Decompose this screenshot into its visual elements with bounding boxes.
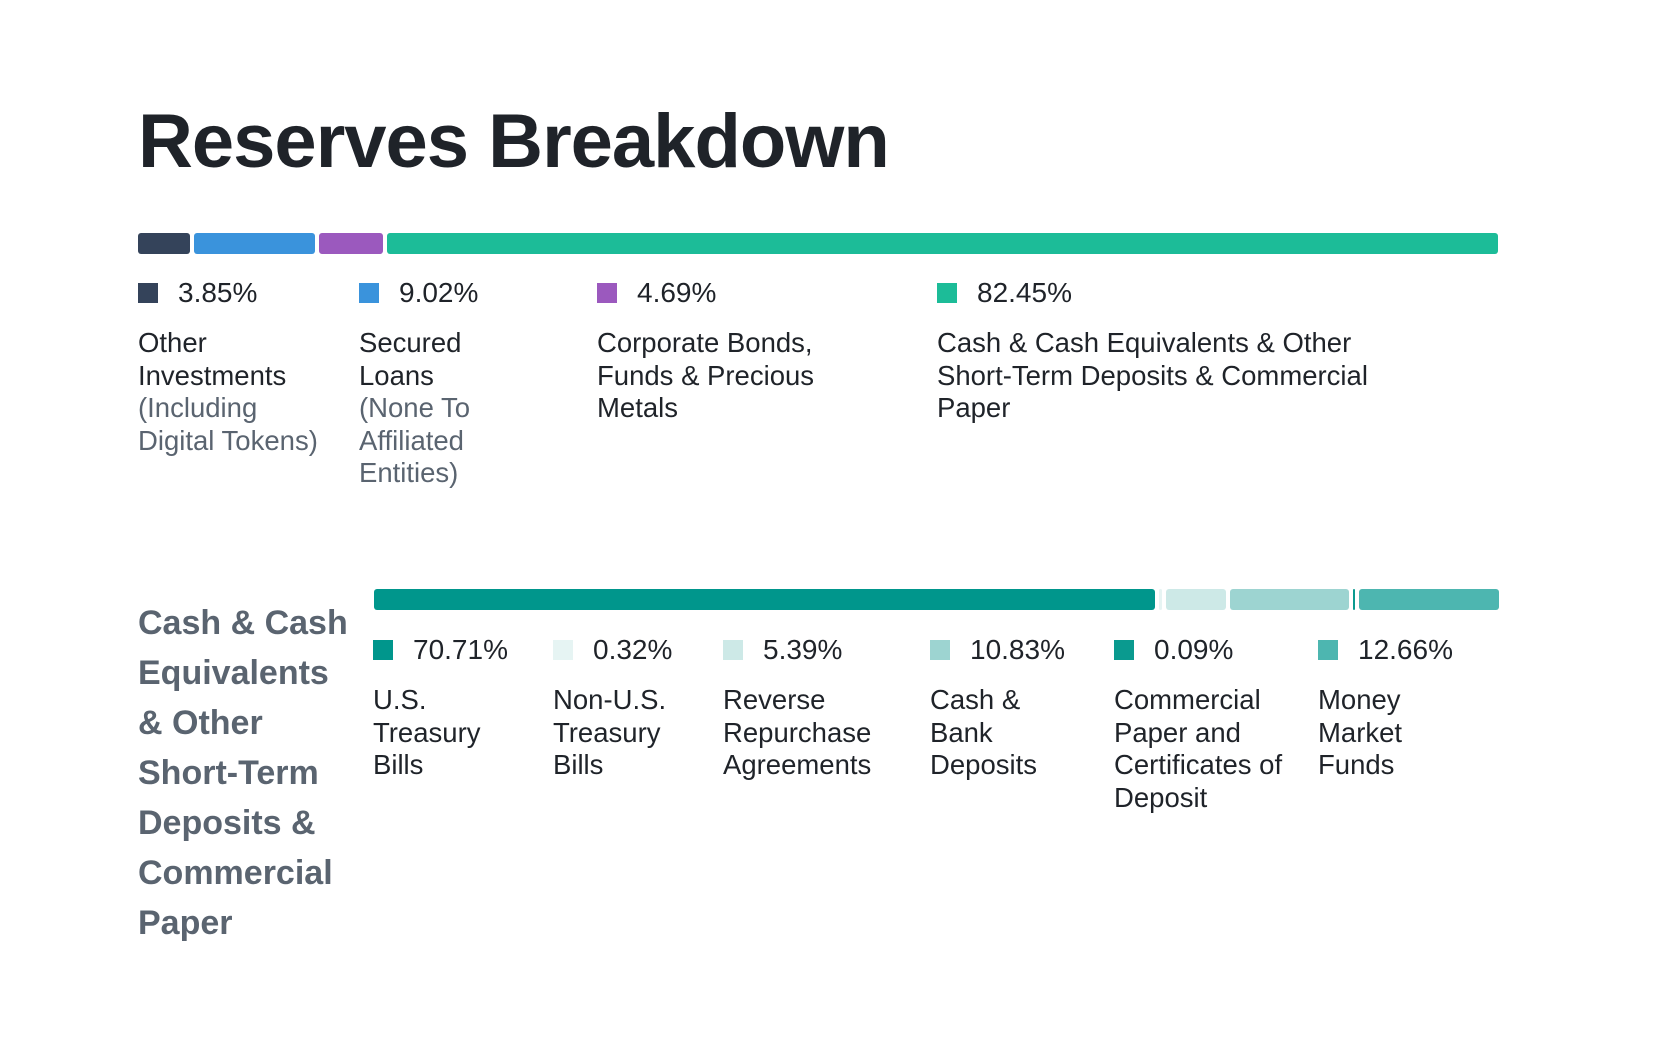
bar-segment — [319, 233, 383, 254]
legend-label: Money Market Funds — [1318, 684, 1403, 780]
legend-percent: 0.32% — [593, 634, 673, 665]
legend-swatch — [373, 640, 393, 660]
legend-percent: 12.66% — [1358, 634, 1453, 665]
legend-label: Non-U.S. Treasury Bills — [553, 684, 667, 780]
bar-segment — [1353, 589, 1356, 610]
legend-swatch — [597, 283, 617, 303]
legend-item: 70.71% U.S. Treasury Bills — [373, 634, 533, 782]
bar-segment — [1359, 589, 1499, 610]
legend-item: 0.32% Non-U.S. Treasury Bills — [553, 634, 713, 782]
legend-swatch — [138, 283, 158, 303]
legend-percent: 9.02% — [399, 277, 479, 308]
bar-segment — [386, 233, 1498, 254]
legend-percent: 3.85% — [178, 277, 258, 308]
page-title: Reserves Breakdown — [138, 99, 890, 184]
cash-stacked-bar — [374, 589, 1499, 610]
legend-item: 9.02% Secured Loans (None To Affiliated En… — [359, 277, 539, 490]
legend-item: 4.69% Corporate Bonds, Funds & Precious M… — [597, 277, 867, 425]
legend-label: Cash & Cash Equivalents & Other Short-Te… — [937, 327, 1368, 423]
legend-swatch — [930, 640, 950, 660]
legend-sublabel: (None To Affiliated Entities) — [359, 392, 471, 488]
legend-item: 3.85% Other Investments (Including Digital… — [138, 277, 323, 457]
legend-percent: 4.69% — [637, 277, 717, 308]
legend-swatch — [1318, 640, 1338, 660]
legend-label: Secured Loans — [359, 327, 462, 391]
legend-label: Commercial Paper and Certificates of Dep… — [1114, 684, 1283, 813]
legend-swatch — [937, 283, 957, 303]
legend-swatch — [359, 283, 379, 303]
reserves-stacked-bar — [138, 233, 1498, 254]
legend-swatch — [723, 640, 743, 660]
legend-sublabel: (Including Digital Tokens) — [138, 392, 318, 456]
legend-swatch — [553, 640, 573, 660]
legend-swatch — [1114, 640, 1134, 660]
legend-percent: 5.39% — [763, 634, 843, 665]
bar-segment — [1166, 589, 1226, 610]
legend-label: U.S. Treasury Bills — [373, 684, 481, 780]
legend-percent: 70.71% — [413, 634, 508, 665]
bar-segment — [1158, 589, 1163, 610]
bar-segment — [193, 233, 316, 254]
legend-item: 12.66% Money Market Funds — [1318, 634, 1478, 782]
legend-percent: 10.83% — [970, 634, 1065, 665]
legend-label: Other Investments — [138, 327, 287, 391]
legend-label: Cash & Bank Deposits — [930, 684, 1037, 780]
legend-percent: 0.09% — [1154, 634, 1234, 665]
legend-item: 0.09% Commercial Paper and Certificates o… — [1114, 634, 1284, 814]
legend-item: 5.39% Reverse Repurchase Agreements — [723, 634, 913, 782]
legend-percent: 82.45% — [977, 277, 1072, 308]
bar-segment — [374, 589, 1155, 610]
bar-segment — [138, 233, 190, 254]
legend-item: 10.83% Cash & Bank Deposits — [930, 634, 1090, 782]
bar-segment — [1229, 589, 1350, 610]
legend-item: 82.45% Cash & Cash Equivalents & Other Sh… — [937, 277, 1407, 425]
cash-section-label: Cash & Cash Equivalents & Other Short-Te… — [138, 604, 348, 942]
legend-label: Corporate Bonds, Funds & Precious Metals — [597, 327, 815, 423]
legend-label: Reverse Repurchase Agreements — [723, 684, 872, 780]
